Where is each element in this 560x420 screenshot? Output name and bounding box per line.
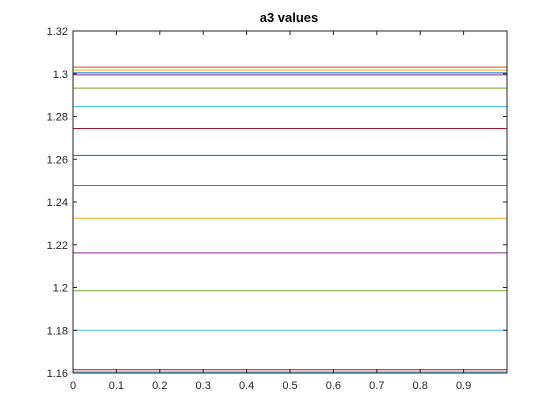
x-tick-label: 0.6 (326, 380, 341, 392)
x-tick-label: 0.9 (456, 380, 471, 392)
y-tick-label: 1.2 (53, 283, 68, 295)
x-tick-label: 0.3 (196, 380, 211, 392)
y-tick-label: 1.22 (47, 240, 68, 252)
y-tick-label: 1.18 (47, 325, 68, 337)
y-tick-label: 1.24 (47, 197, 68, 209)
x-tick-label: 0.7 (369, 380, 384, 392)
plot-area: 1.16 1.18 1.2 1.22 1.24 1.26 1.28 1.3 1.32 0 0.1 0.… (47, 26, 508, 392)
chart-title: a3 values (260, 10, 319, 25)
y-tick-label: 1.28 (47, 112, 68, 124)
y-tick-label: 1.16 (47, 368, 68, 380)
x-tick-label: 0.4 (239, 380, 254, 392)
y-tick-label: 1.32 (47, 26, 68, 38)
x-tick-label: 0.5 (282, 380, 297, 392)
plot-background (73, 31, 507, 373)
x-tick-label: 0.8 (413, 380, 428, 392)
x-tick-label: 0 (70, 380, 76, 392)
y-tick-label: 1.3 (53, 69, 68, 81)
x-tick-label: 0.1 (109, 380, 124, 392)
x-tick-label: 0.2 (152, 380, 167, 392)
y-tick-label: 1.26 (47, 154, 68, 166)
